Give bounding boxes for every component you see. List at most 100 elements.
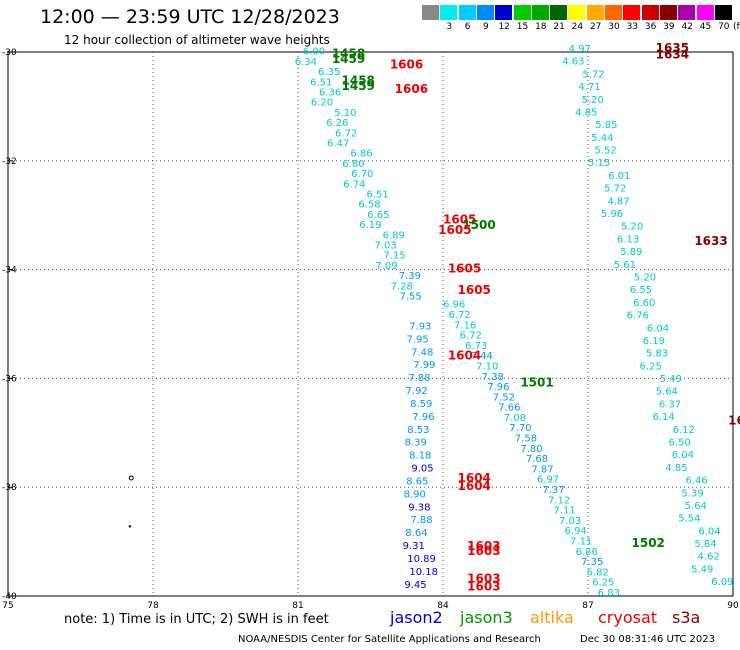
swh-value: 9.05 <box>411 464 433 475</box>
pass-time-label: 1605 <box>443 212 476 226</box>
swh-value: 8.59 <box>410 399 432 410</box>
swh-value: 6.72 <box>449 310 471 321</box>
legend-label: 42 <box>681 22 693 32</box>
swh-value: 6.50 <box>669 437 691 448</box>
x-tick-label: 75 <box>2 601 13 611</box>
legend-swatch <box>586 5 604 20</box>
swh-value: 5.72 <box>582 69 604 80</box>
swh-value: 5.64 <box>656 387 678 398</box>
pass-time-label: 1603 <box>467 571 500 585</box>
swh-value: 6.74 <box>343 179 365 190</box>
swh-value: 8.39 <box>405 438 427 449</box>
x-tick-label: 78 <box>147 601 159 611</box>
pass-time-label: 1632 <box>728 414 740 428</box>
legend-swatch <box>623 5 641 20</box>
swh-value: 4.71 <box>578 82 600 93</box>
legend-label: 15 <box>516 22 529 32</box>
swh-value: 6.26 <box>326 118 348 129</box>
pass-time-label: 1603 <box>467 580 500 594</box>
swh-value: 4.97 <box>569 44 591 55</box>
swh-value: 4.63 <box>562 57 584 68</box>
pass-time-label: 1458 <box>332 46 365 60</box>
legend-swatch <box>440 5 458 20</box>
swh-value: 7.39 <box>399 271 421 282</box>
y-tick-label: -32 <box>2 157 17 167</box>
swh-value: 6.46 <box>685 476 707 487</box>
pass-time-label: 1633 <box>694 234 727 248</box>
swh-value: 7.88 <box>410 515 432 526</box>
swh-value: 6.19 <box>643 336 665 347</box>
x-tick-label: 81 <box>292 601 303 611</box>
legend-label: 18 <box>535 22 547 32</box>
pass-time-label: 1634 <box>656 48 689 62</box>
swh-value: 5.15 <box>588 158 610 169</box>
swh-value: 8.64 <box>405 528 427 539</box>
satellite-cryosat: cryosat <box>598 608 658 627</box>
pass-time-label: 1459 <box>332 52 365 66</box>
swh-value: 7.55 <box>400 292 422 303</box>
pass-time-label: 1501 <box>520 376 553 390</box>
legend-swatch <box>568 5 586 20</box>
swh-value: 5.61 <box>614 260 636 271</box>
swh-value: 5.52 <box>594 146 616 157</box>
swh-value: 6.13 <box>617 234 639 245</box>
pass-time-label: 1502 <box>632 536 665 550</box>
pass-time-label: 1604 <box>458 479 491 493</box>
swh-value: 7.15 <box>383 251 405 262</box>
swh-value: 5.64 <box>685 501 707 512</box>
swh-value: 7.93 <box>409 321 431 332</box>
swh-value: 6.19 <box>359 220 381 231</box>
legend-swatch <box>513 5 531 20</box>
legend-label: 3 <box>446 22 453 32</box>
swh-value: 7.37 <box>542 485 564 496</box>
x-tick-label: 84 <box>437 601 449 611</box>
swh-value: 6.12 <box>673 425 695 436</box>
legend-swatch <box>458 5 476 20</box>
legend-swatch <box>605 5 622 20</box>
legend-label: 21 <box>553 22 565 32</box>
swh-value: 7.99 <box>413 360 435 371</box>
swh-value: 7.11 <box>553 506 575 517</box>
swh-value: 6.51 <box>310 77 332 88</box>
swh-value: 5.44 <box>591 133 613 144</box>
satellite-jason3: jason3 <box>460 608 513 627</box>
swh-value: 9.31 <box>403 541 425 552</box>
swh-value: 6.94 <box>565 526 587 537</box>
swh-value: 6.58 <box>358 200 380 211</box>
y-tick-label: -40 <box>2 592 17 602</box>
legend-label: 9 <box>483 22 489 32</box>
swh-value: 6.86 <box>576 547 598 558</box>
pass-time-label: 1605 <box>448 261 481 275</box>
swh-value: 6.04 <box>647 323 669 334</box>
swh-value: 9.38 <box>408 502 430 513</box>
legend-label: 12 <box>498 22 510 32</box>
chart-subtitle: 12 hour collection of altimeter wave hei… <box>64 33 330 47</box>
swh-value: 6.76 <box>627 311 649 322</box>
swh-value: 7.03 <box>559 516 581 527</box>
swh-value: 6.00 <box>303 47 325 58</box>
swh-value: 5.20 <box>621 222 643 233</box>
swh-value: 7.09 <box>375 261 397 272</box>
swh-value: 8.53 <box>407 425 429 436</box>
swh-value: 6.25 <box>640 361 662 372</box>
swh-value: 5.72 <box>604 184 626 195</box>
y-tick-label: -34 <box>2 266 17 276</box>
swh-value: 7.38 <box>482 372 504 383</box>
satellite-s3a: s3a <box>672 608 701 627</box>
swh-value: 5.83 <box>646 349 668 360</box>
swh-value: 7.12 <box>548 495 570 506</box>
swh-value: 7.58 <box>515 434 537 445</box>
legend-label: 6 <box>464 22 471 32</box>
swh-value: 10.89 <box>407 554 436 565</box>
pass-time-label: 1605 <box>458 283 491 297</box>
swh-value: 7.52 <box>493 392 515 403</box>
swh-value: 7.88 <box>408 373 430 384</box>
swh-value: 5.85 <box>595 120 617 131</box>
swh-value: 4.85 <box>665 463 687 474</box>
legend-swatch <box>550 5 568 20</box>
satellite-altika: altika <box>530 608 574 627</box>
swh-value: 7.70 <box>509 423 531 434</box>
legend-label: 39 <box>663 22 675 32</box>
pass-time-label: 1458 <box>342 74 375 88</box>
